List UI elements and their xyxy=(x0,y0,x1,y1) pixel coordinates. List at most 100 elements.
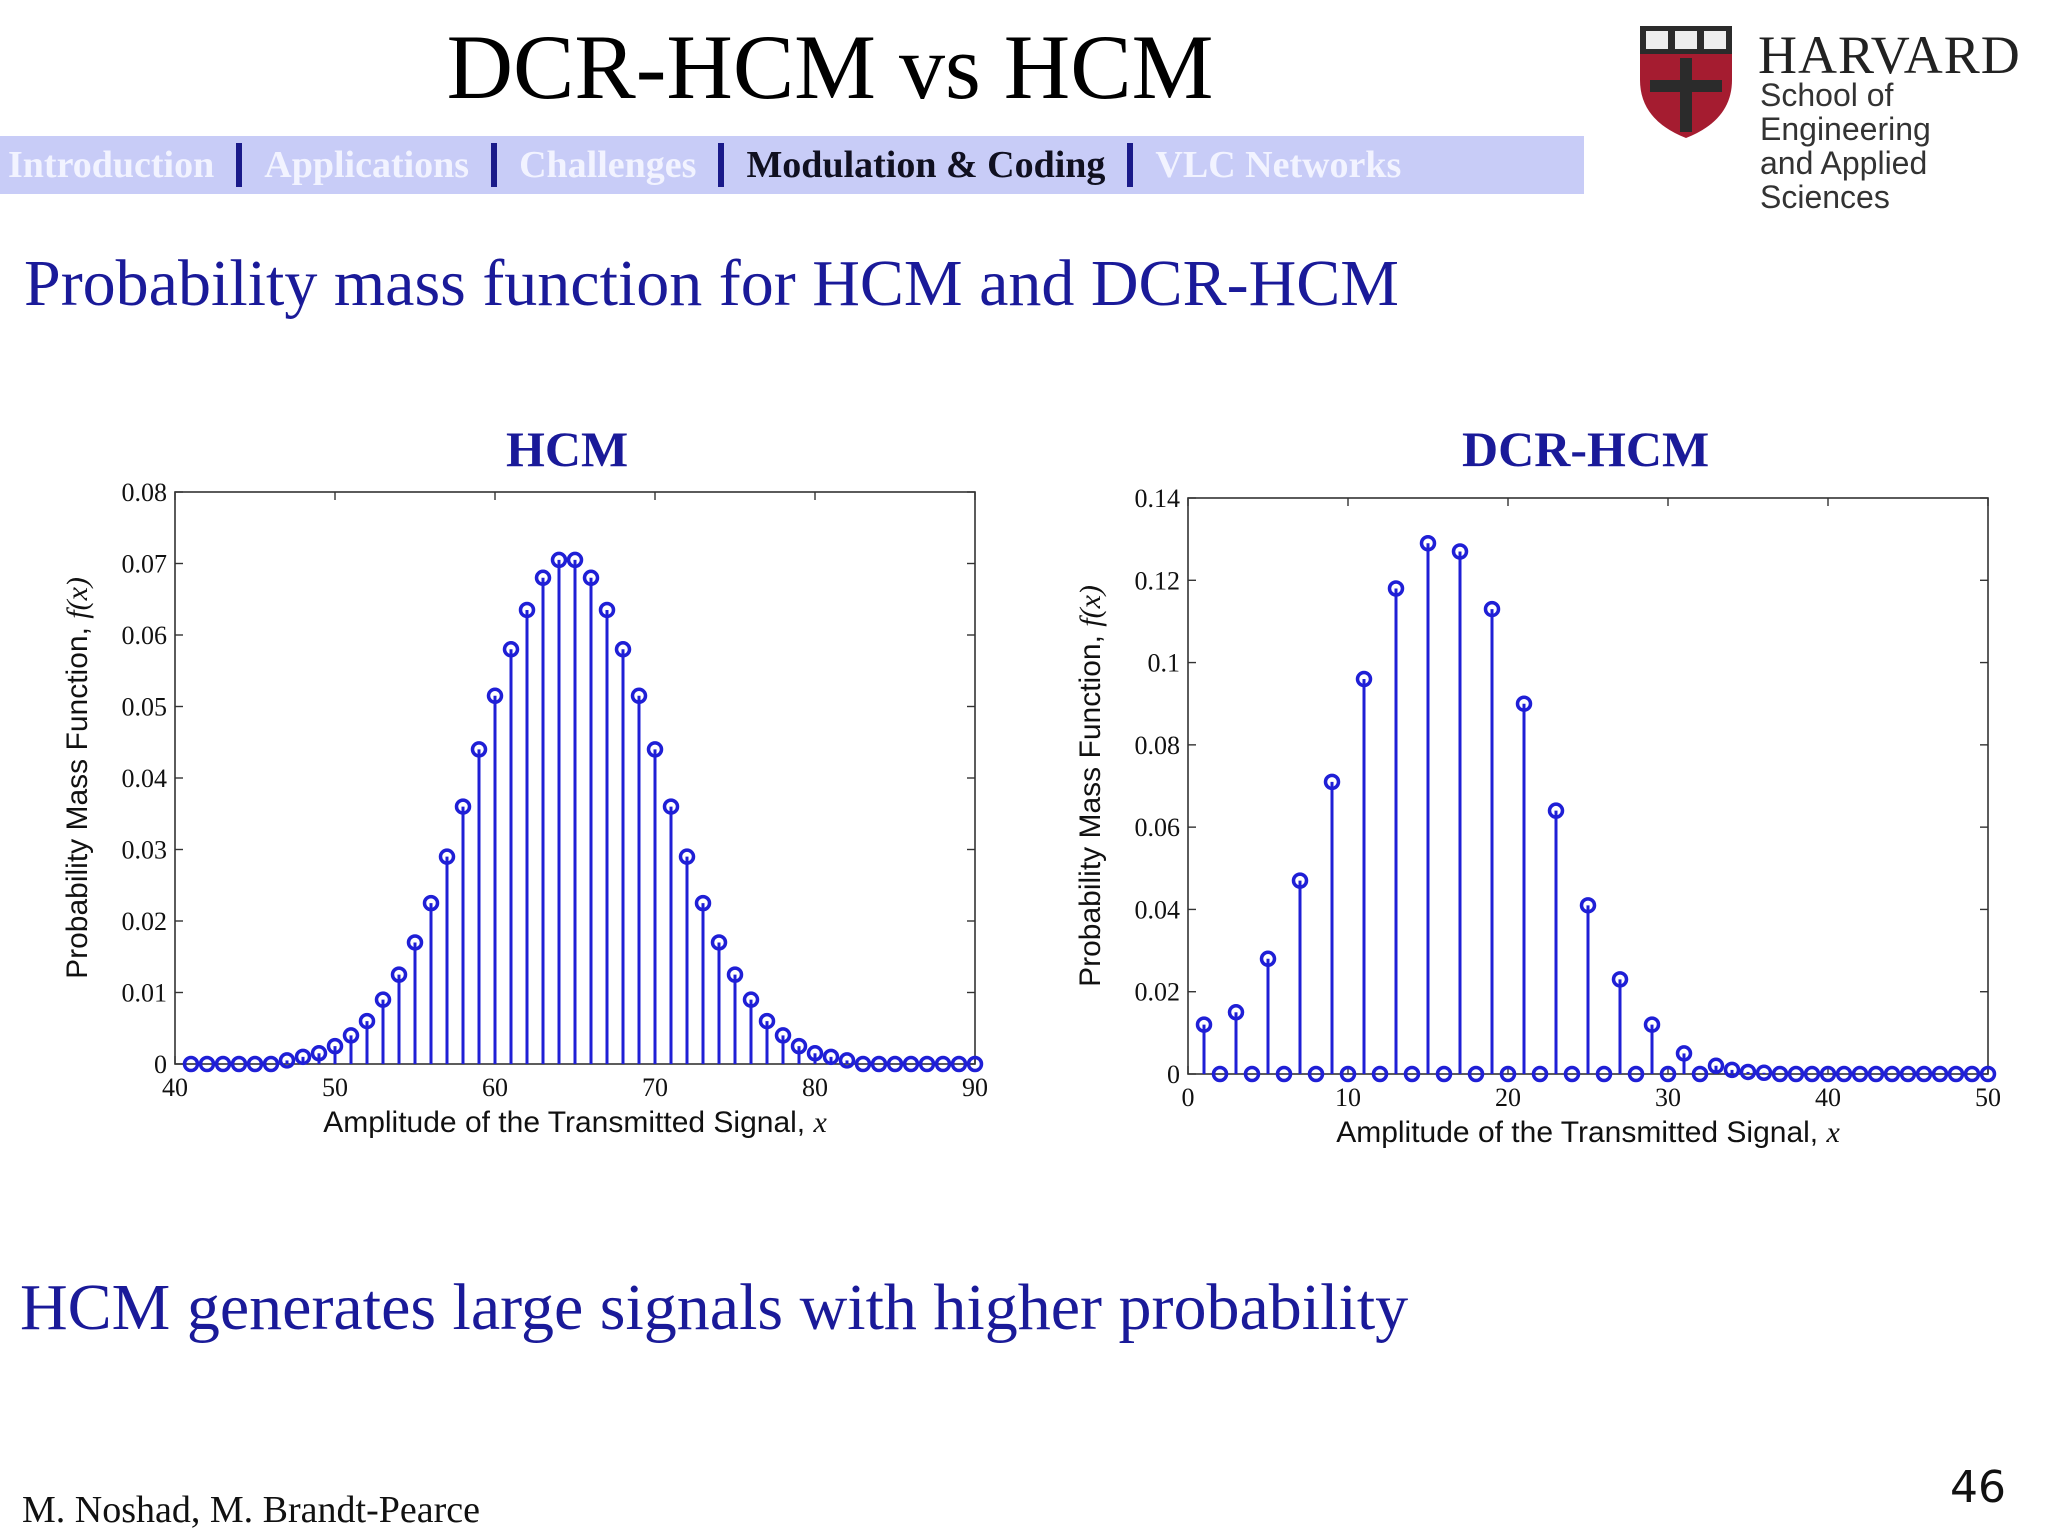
stem-marker xyxy=(1899,1065,1917,1083)
stem-marker xyxy=(1947,1065,1965,1083)
nav-separator xyxy=(491,143,498,187)
nav-separator xyxy=(1127,143,1134,187)
stem-marker xyxy=(726,966,744,983)
x-tick-label: 90 xyxy=(962,1073,988,1102)
stem-marker xyxy=(438,848,456,865)
stem-marker xyxy=(1243,1065,1261,1083)
x-axis-label: Amplitude of the Transmitted Signal, x xyxy=(323,1106,827,1139)
stem-marker xyxy=(390,966,408,983)
chart-title-dcr-hcm: DCR-HCM xyxy=(1462,421,1710,477)
x-tick-label: 70 xyxy=(642,1073,668,1102)
stem-marker xyxy=(1611,971,1629,988)
stem-marker xyxy=(278,1052,296,1069)
y-tick-label: 0.12 xyxy=(1135,566,1181,595)
dcr-hcm-pmf-chart: 0 10 20 30 40 50 0 0.02 0.04 0.06 0.08 0.1 0.12 0.14 A… xyxy=(1074,484,2001,1149)
y-tick-label: 0.04 xyxy=(1135,895,1181,924)
nav-item-vlc-networks[interactable]: VLC Networks xyxy=(1155,144,1402,186)
stem-marker xyxy=(1867,1065,1885,1083)
y-tick-label: 0.03 xyxy=(122,836,168,865)
logo-wordmark: HARVARD xyxy=(1758,25,2021,85)
x-tick-label: 50 xyxy=(322,1073,348,1102)
y-tick-label: 0 xyxy=(154,1050,167,1079)
stem-marker xyxy=(230,1055,248,1073)
stem-marker xyxy=(1451,543,1469,560)
stem-marker xyxy=(1563,1065,1581,1083)
stem-marker xyxy=(1275,1065,1293,1083)
stem-marker xyxy=(950,1055,968,1073)
x-tick-label: 10 xyxy=(1335,1083,1361,1112)
stem-marker xyxy=(1467,1065,1485,1083)
stem-marker xyxy=(758,1012,776,1030)
y-axis-label: Probability Mass Function, f(x) xyxy=(61,577,94,979)
y-tick-label: 0.07 xyxy=(122,550,168,579)
stem-marker xyxy=(1307,1065,1325,1083)
stem-marker xyxy=(1547,802,1565,819)
stem-marker xyxy=(262,1055,280,1073)
stem-marker xyxy=(1819,1065,1837,1083)
stem-marker xyxy=(790,1037,808,1055)
stem-marker xyxy=(902,1055,920,1073)
stem-marker xyxy=(1691,1065,1709,1083)
y-axis-label: Probability Mass Function, f(x) xyxy=(1074,585,1107,987)
stem-marker xyxy=(966,1055,984,1073)
stem-marker xyxy=(742,991,760,1008)
stem-marker xyxy=(1755,1064,1773,1082)
x-axis-label: Amplitude of the Transmitted Signal, x xyxy=(1336,1116,1840,1149)
stem-marker xyxy=(358,1012,376,1030)
stem-marker xyxy=(1211,1065,1229,1083)
stem-marker xyxy=(614,641,632,658)
stem-marker xyxy=(1355,670,1373,688)
stem-marker xyxy=(406,934,424,951)
stem-marker xyxy=(1659,1065,1677,1083)
stem-marker xyxy=(838,1052,856,1069)
stem-marker xyxy=(918,1055,936,1073)
y-tick-label: 0.1 xyxy=(1148,649,1181,678)
stem-marker xyxy=(1771,1065,1789,1083)
stem-marker xyxy=(774,1027,792,1044)
stem-marker xyxy=(1723,1061,1741,1079)
stem-marker xyxy=(198,1055,216,1073)
nav-item-applications[interactable]: Applications xyxy=(264,144,470,186)
x-tick-label: 20 xyxy=(1495,1083,1521,1112)
stem-marker xyxy=(454,798,472,815)
stem-marker xyxy=(1643,1016,1661,1033)
stem-marker xyxy=(1515,695,1533,712)
stem-marker xyxy=(934,1055,952,1073)
stem-marker xyxy=(822,1048,840,1066)
nav-item-challenges[interactable]: Challenges xyxy=(519,144,697,186)
stem-marker xyxy=(1883,1065,1901,1083)
stem-marker xyxy=(646,741,664,758)
slide-title: DCR-HCM vs HCM xyxy=(446,16,1214,118)
x-tick-label: 40 xyxy=(162,1073,188,1102)
stem-marker xyxy=(182,1055,200,1073)
stem-marker xyxy=(854,1055,872,1073)
stem-marker xyxy=(1595,1065,1613,1083)
stem-marker xyxy=(470,741,488,758)
stem-marker xyxy=(694,894,712,912)
stem-marker xyxy=(582,569,600,587)
slide-subtitle: Probability mass function for HCM and DC… xyxy=(24,247,1399,320)
stem-marker xyxy=(1579,897,1597,914)
stem-marker xyxy=(1323,773,1341,791)
y-tick-label: 0.01 xyxy=(122,979,168,1008)
stem-marker xyxy=(678,848,696,865)
logo-subtitle: School of Engineering and Applied Scienc… xyxy=(1760,78,2046,214)
stem-marker xyxy=(214,1055,232,1073)
stem-marker xyxy=(1387,580,1405,597)
y-tick-label: 0.02 xyxy=(1135,978,1181,1007)
x-tick-label: 50 xyxy=(1975,1083,2001,1112)
stem-marker xyxy=(1915,1065,1933,1083)
nav-item-modulation-coding[interactable]: Modulation & Coding xyxy=(746,144,1106,186)
stem-marker xyxy=(1259,950,1277,968)
stem-marker xyxy=(1835,1065,1853,1083)
x-tick-label: 40 xyxy=(1815,1083,1841,1112)
stem-marker xyxy=(422,894,440,912)
hcm-pmf-chart: 40 50 60 70 80 90 0 0.01 0.02 0.03 0.04 0.05 0.06 0.0… xyxy=(61,478,988,1139)
x-tick-label: 0 xyxy=(1182,1083,1195,1112)
stem-marker xyxy=(886,1055,904,1073)
page-number: 46 xyxy=(1950,1462,2006,1513)
x-tick-label: 80 xyxy=(802,1073,828,1102)
y-tick-label: 0.05 xyxy=(122,693,168,722)
harvard-shield-icon xyxy=(1640,26,1732,138)
nav-item-introduction[interactable]: Introduction xyxy=(8,144,215,186)
